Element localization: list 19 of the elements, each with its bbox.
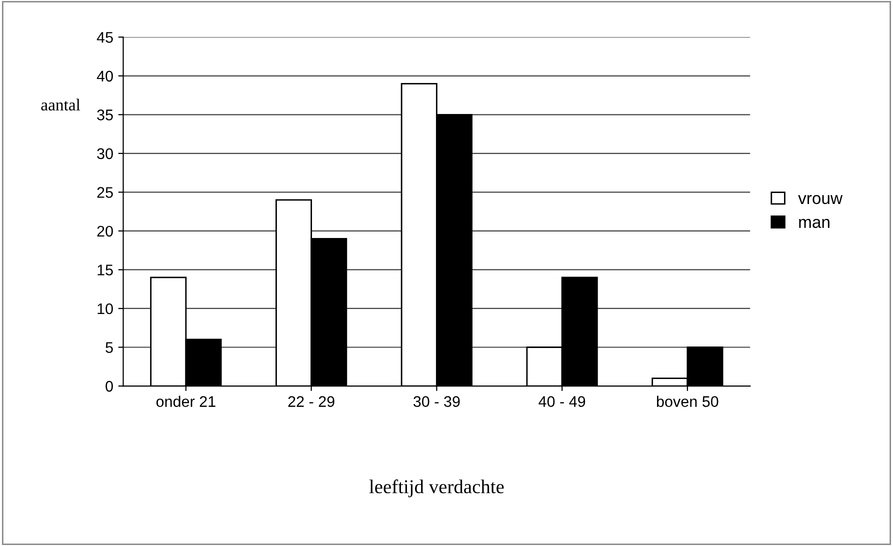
x-tick-label: 30 - 39 (413, 396, 460, 407)
x-tick-label: boven 50 (656, 396, 718, 407)
x-tick-label: 40 - 49 (538, 396, 586, 407)
y-tick-label: 45 (96, 32, 113, 43)
y-tick-label: 10 (98, 303, 113, 314)
x-axis-title: leeftijd verdachte (369, 479, 504, 498)
y-tick-label: 5 (106, 342, 113, 353)
y-tick-label: 20 (97, 226, 113, 237)
x-tick-label: 22 - 29 (288, 396, 334, 407)
legend-label: vrouw (798, 194, 843, 204)
y-tick-label: 15 (98, 264, 113, 276)
legend-label: man (799, 218, 830, 228)
y-tick-label: 0 (106, 380, 113, 392)
x-tick-label: onder 21 (156, 396, 216, 407)
y-axis-title: aantal (41, 98, 80, 110)
y-tick-label: 30 (97, 148, 113, 160)
y-tick-label: 25 (97, 187, 113, 198)
y-tick-label: 40 (96, 70, 113, 82)
y-tick-label: 35 (97, 110, 113, 120)
